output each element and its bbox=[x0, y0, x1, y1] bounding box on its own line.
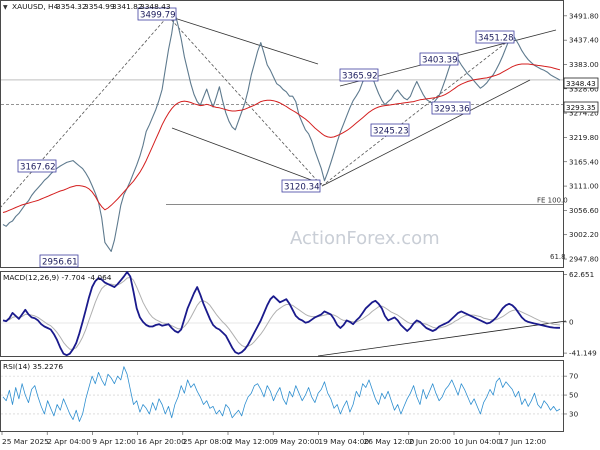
x-tick-label: 26 May 12:00 bbox=[364, 437, 415, 446]
price-y-tick-label: 3383.00 bbox=[569, 60, 599, 69]
price-y-tick-label: 3328.60 bbox=[569, 84, 599, 93]
macd-y-tick-label: 0 bbox=[569, 317, 574, 326]
price-y-tick-label: 3111.00 bbox=[569, 182, 599, 191]
svg-text:3245.23: 3245.23 bbox=[373, 127, 409, 137]
ohlc-open: 3354.32 bbox=[56, 2, 87, 11]
moving-average-line bbox=[2, 63, 561, 213]
ohlc-low: 3341.82 bbox=[112, 2, 143, 11]
macd-panel: 62.651 0 -41.149 MACD(12,26,9) -7.704 -4.0… bbox=[0, 270, 597, 358]
x-tick-label: 2 May 12:00 bbox=[228, 437, 274, 446]
svg-text:3348.43: 3348.43 bbox=[566, 79, 596, 88]
annotation-3167-62: 3167.62 bbox=[17, 159, 57, 173]
annotation-3120-34: 3120.34 bbox=[281, 179, 321, 193]
svg-text:2956.61: 2956.61 bbox=[42, 258, 78, 268]
macd-title: MACD(12,26,9) -7.704 -4.064 bbox=[3, 273, 112, 282]
macd-trendline bbox=[317, 320, 567, 357]
dropdown-arrow-icon[interactable]: ▼ bbox=[3, 4, 8, 11]
falling-channel-dashed-diagonal bbox=[167, 15, 323, 187]
rsi-y-tick-label: 30 bbox=[569, 409, 579, 418]
fib-levels: FE 100.0 61.8 bbox=[166, 196, 568, 261]
svg-text:3120.34: 3120.34 bbox=[284, 183, 320, 193]
symbol-title: XAUUSD, H4 bbox=[12, 2, 59, 11]
rising-channel-dashed-diagonal bbox=[321, 37, 513, 187]
rsi-line bbox=[2, 366, 561, 422]
macd-y-tick-label: -41.149 bbox=[569, 349, 597, 358]
ohlc-high: 3354.99 bbox=[84, 2, 115, 11]
price-y-tick-label: 3002.20 bbox=[569, 230, 599, 239]
rsi-y-tick-label: 50 bbox=[569, 391, 579, 400]
annotation-3245-23: 3245.23 bbox=[370, 123, 410, 137]
price-y-tick-label: 3437.40 bbox=[569, 36, 599, 45]
price-annotations: 3499.79 3167.62 2956.61 3120.34 3365.92 … bbox=[17, 7, 515, 268]
rsi-y-tick-label: 70 bbox=[569, 372, 579, 381]
price-y-tick-label: 3274.20 bbox=[569, 109, 599, 118]
watermark: ActionForex.com bbox=[290, 228, 440, 249]
annotation-3403-39: 3403.39 bbox=[419, 52, 459, 66]
svg-text:3293.36: 3293.36 bbox=[434, 105, 470, 115]
x-tick-label: 16 Apr 20:00 bbox=[138, 437, 186, 446]
x-tick-label: 2 Jun 20:00 bbox=[409, 437, 452, 446]
price-panel: 3491.80 3437.40 3383.00 3328.60 3274.20 3219.… bbox=[0, 0, 599, 268]
x-tick-label: 19 May 04:00 bbox=[318, 437, 369, 446]
price-y-axis: 3491.80 3437.40 3383.00 3328.60 3274.20 3219.… bbox=[563, 11, 599, 264]
falling-channel-upper bbox=[167, 15, 319, 65]
annotation-3293-36: 3293.36 bbox=[431, 101, 471, 115]
price-y-tick-label: 3056.60 bbox=[569, 206, 599, 215]
svg-text:3293.35: 3293.35 bbox=[566, 103, 596, 112]
support-price-tag: 3293.35 bbox=[563, 101, 599, 113]
long-term-dashed-trendline bbox=[0, 15, 169, 209]
current-price-tag: 3348.43 bbox=[563, 77, 599, 89]
macd-line bbox=[2, 271, 560, 357]
annotation-3451-28: 3451.28 bbox=[475, 30, 515, 44]
rsi-series bbox=[2, 366, 561, 422]
svg-text:3167.62: 3167.62 bbox=[20, 163, 56, 173]
macd-series bbox=[2, 271, 561, 357]
x-tick-label: 2 Apr 04:00 bbox=[47, 437, 91, 446]
price-series bbox=[2, 11, 561, 252]
price-close-line bbox=[2, 11, 561, 252]
rsi-y-axis: 70 50 30 bbox=[563, 372, 579, 418]
price-panel-header: ▼ XAUUSD, H4 3354.32 3354.99 3341.82 334… bbox=[3, 2, 171, 11]
rsi-panel: 70 50 30 RSI(14) 35.2276 bbox=[0, 360, 579, 432]
price-panel-frame bbox=[0, 0, 564, 268]
macd-y-axis: 62.651 0 -41.149 bbox=[563, 270, 597, 358]
falling-channel-lower bbox=[171, 127, 323, 185]
x-tick-label: 9 May 20:00 bbox=[273, 437, 319, 446]
x-tick-label: 10 Jun 04:00 bbox=[454, 437, 501, 446]
fib-label: FE 100.0 bbox=[537, 196, 568, 204]
macd-signal-line bbox=[3, 276, 561, 350]
x-tick-label: 9 Apr 12:00 bbox=[92, 437, 136, 446]
annotation-3365-92: 3365.92 bbox=[339, 68, 379, 82]
annotation-2956-61: 2956.61 bbox=[39, 254, 79, 268]
price-y-tick-label: 3491.80 bbox=[569, 11, 599, 20]
x-tick-label: 17 Jun 12:00 bbox=[499, 437, 546, 446]
price-y-tick-label: 3165.40 bbox=[569, 157, 599, 166]
macd-panel-frame bbox=[0, 271, 564, 357]
x-tick-label: 25 Apr 08:00 bbox=[183, 437, 231, 446]
annotation-3499-79: 3499.79 bbox=[137, 7, 177, 21]
ohlc-close: 3348.43 bbox=[140, 2, 171, 11]
macd-y-tick-label: 62.651 bbox=[569, 270, 594, 279]
x-tick-label: 25 Mar 2025 bbox=[2, 437, 49, 446]
rsi-title: RSI(14) 35.2276 bbox=[3, 362, 63, 371]
svg-text:3365.92: 3365.92 bbox=[342, 72, 378, 82]
svg-text:3451.28: 3451.28 bbox=[478, 34, 514, 44]
svg-text:3403.39: 3403.39 bbox=[422, 56, 458, 66]
fib-label: 61.8 bbox=[550, 253, 566, 261]
rising-channel-lower bbox=[321, 79, 531, 187]
price-y-tick-label: 2947.80 bbox=[569, 255, 599, 264]
svg-text:3499.79: 3499.79 bbox=[140, 11, 176, 21]
price-y-tick-label: 3219.80 bbox=[569, 133, 599, 142]
